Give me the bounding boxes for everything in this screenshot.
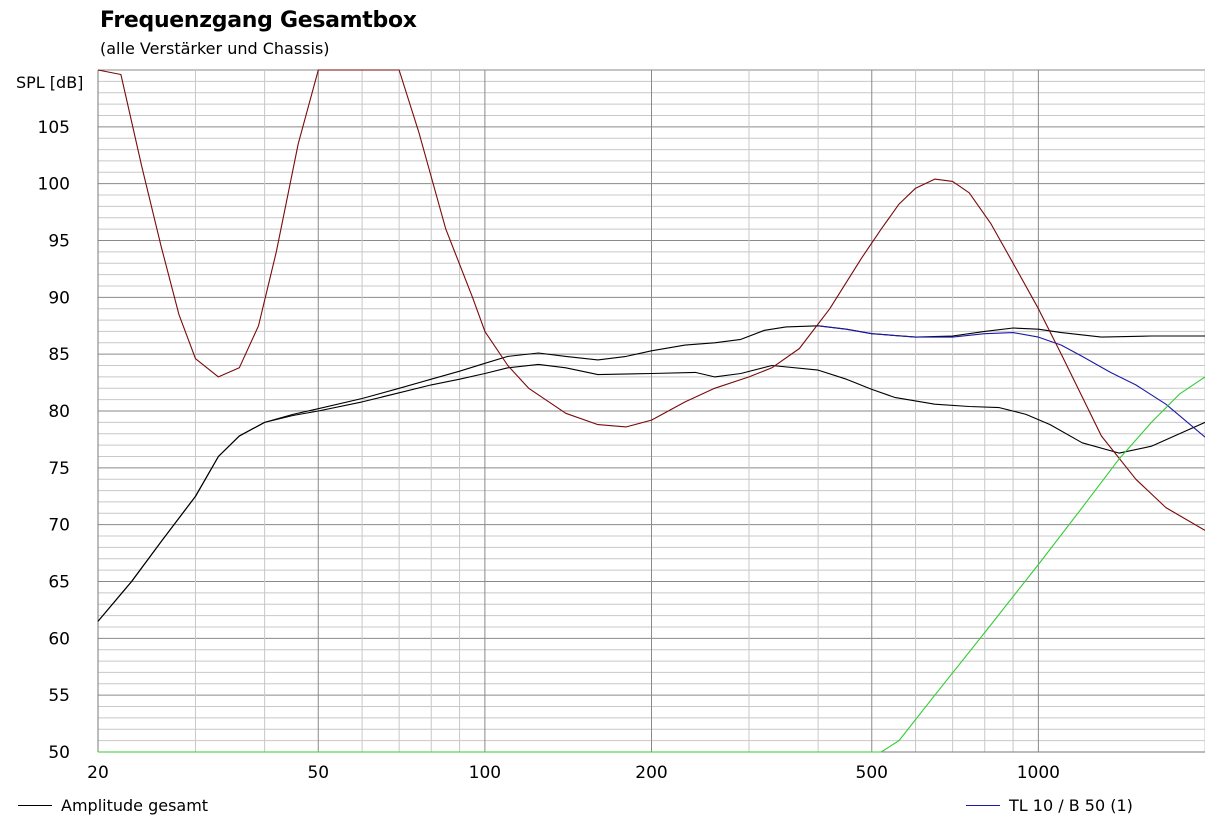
y-tick-label: 75: [48, 459, 70, 479]
legend-label-amplitude: Amplitude gesamt: [61, 796, 209, 815]
legend-item-amplitude: Amplitude gesamt: [18, 796, 208, 815]
y-tick-label: 90: [48, 288, 70, 308]
grid: [97, 69, 1205, 753]
y-axis-label: SPL [dB]: [16, 73, 83, 92]
x-tick-label: 20: [87, 763, 109, 783]
chart-title: Frequenzgang Gesamtbox: [100, 8, 417, 33]
y-tick-label: 105: [38, 118, 70, 138]
tick-labels: 50 55 60 65 70 75 80 85 90 95 100 105 SPL [dB] 20 50 10…: [16, 73, 1060, 783]
y-tick-label: 80: [48, 402, 70, 422]
y-tick-label: 65: [48, 573, 70, 593]
y-tick-label: 55: [48, 686, 70, 706]
series-line-4: [97, 69, 1205, 531]
x-tick-label: 1000: [1017, 763, 1060, 783]
legend-item-tl: TL 10 / B 50 (1): [966, 796, 1133, 815]
x-tick-label: 50: [307, 763, 329, 783]
y-tick-label: 100: [38, 175, 70, 195]
y-tick-label: 95: [48, 232, 70, 252]
legend-swatch-black: [18, 805, 52, 806]
legend-swatch-blue: [966, 805, 1000, 806]
series-line-2: [97, 363, 1205, 622]
series-line-3: [818, 325, 1205, 438]
legend-label-tl: TL 10 / B 50 (1): [1009, 796, 1133, 815]
y-tick-label: 70: [48, 516, 70, 536]
x-tick-label: 200: [635, 763, 667, 783]
series-line-5: [98, 376, 1205, 753]
y-tick-label: 60: [48, 629, 70, 649]
series-group: [97, 69, 1205, 753]
x-tick-label: 500: [856, 763, 888, 783]
y-tick-label: 50: [48, 743, 70, 763]
chart-subtitle: (alle Verstärker und Chassis): [100, 39, 330, 58]
x-tick-label: 100: [469, 763, 501, 783]
y-tick-label: 85: [48, 345, 70, 365]
